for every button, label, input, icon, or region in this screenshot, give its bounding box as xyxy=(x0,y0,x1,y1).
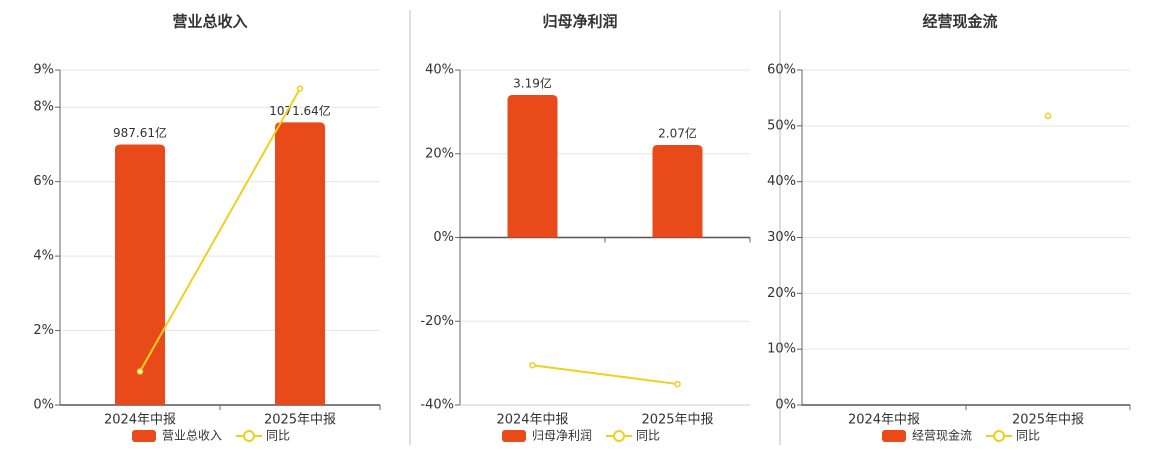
x-tick-label: 2025年中报 xyxy=(641,413,713,428)
bar xyxy=(275,122,325,406)
y-tick-label: 4% xyxy=(33,249,54,264)
y-tick-label: 2% xyxy=(33,323,54,338)
legend-label: 经营现金流 xyxy=(912,428,972,443)
legend-label: 归母净利润 xyxy=(532,429,592,443)
legend-label: 同比 xyxy=(636,429,660,443)
point xyxy=(529,361,536,369)
y-tick-label: 40% xyxy=(425,63,454,78)
y-tick-label: 30% xyxy=(767,230,796,245)
point xyxy=(1044,112,1052,120)
chart-title: 经营现金流 xyxy=(922,13,997,31)
legend-label: 同比 xyxy=(266,429,290,443)
point xyxy=(296,85,304,92)
data-label: 1071.64亿 xyxy=(269,103,331,118)
y-tick-label: 0% xyxy=(33,398,54,413)
y-tick-label: -20% xyxy=(420,314,454,329)
x-tick-label: 2025年中报 xyxy=(264,413,336,428)
y-tick-label: 60% xyxy=(767,63,796,78)
point xyxy=(136,368,144,375)
y-tick-label: 40% xyxy=(767,174,796,189)
y-tick-label: -40% xyxy=(420,398,454,413)
legend-swatch xyxy=(502,430,526,442)
y-tick-label: 0% xyxy=(433,230,454,245)
x-tick-label: 2024年中报 xyxy=(104,413,176,428)
x-tick-label: 2024年中报 xyxy=(848,413,920,428)
x-tick-label: 2025年中报 xyxy=(1012,413,1084,428)
y-tick-label: 6% xyxy=(33,174,54,189)
y-tick-label: 20% xyxy=(425,146,454,161)
y-tick-label: 8% xyxy=(33,100,54,115)
chart-title: 归母净利润 xyxy=(542,13,617,31)
y-tick-label: 10% xyxy=(767,342,796,357)
chart-title: 营业总收入 xyxy=(172,13,247,31)
legend-label: 同比 xyxy=(1016,429,1040,443)
data-label: 2.07亿 xyxy=(658,126,697,141)
y-tick-label: 50% xyxy=(767,118,796,133)
legend-swatch xyxy=(882,430,906,442)
y-tick-label: 20% xyxy=(767,286,796,301)
legend-label: 营业总收入 xyxy=(162,429,222,443)
line xyxy=(532,364,678,386)
legend-swatch xyxy=(243,430,256,442)
line xyxy=(139,88,301,372)
data-label: 987.61亿 xyxy=(113,125,167,140)
y-tick-label: 9% xyxy=(33,63,54,78)
data-label: 3.19亿 xyxy=(513,76,552,91)
bar xyxy=(507,95,558,238)
legend-swatch xyxy=(613,430,626,442)
point xyxy=(674,380,681,388)
legend-swatch xyxy=(132,430,156,442)
bar xyxy=(115,144,165,405)
y-tick-label: 0% xyxy=(775,398,796,413)
bar xyxy=(652,145,703,238)
x-tick-label: 2024年中报 xyxy=(496,413,568,428)
legend-swatch xyxy=(993,430,1006,442)
